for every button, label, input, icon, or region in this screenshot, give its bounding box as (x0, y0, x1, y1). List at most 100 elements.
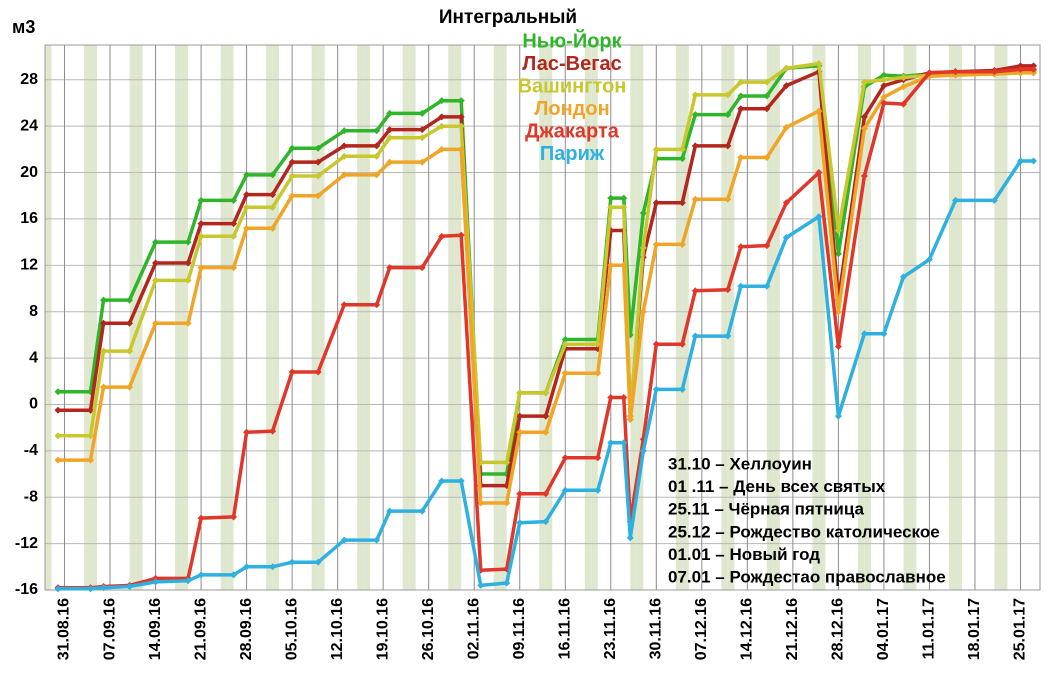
data-point (288, 172, 296, 180)
weekend-stripe (175, 45, 182, 590)
data-point (340, 536, 348, 544)
data-point (652, 145, 660, 153)
data-point (386, 109, 394, 117)
data-point (373, 171, 381, 179)
data-point (152, 276, 160, 284)
data-point (54, 432, 62, 440)
data-point (990, 196, 998, 204)
x-tick-label: 07.12.16 (693, 598, 710, 660)
weekend-stripe (84, 45, 91, 590)
data-point (54, 585, 62, 593)
data-point (126, 383, 134, 391)
data-point (457, 231, 465, 239)
annotation: 01 .11 – День всех святых (668, 477, 886, 496)
weekend-stripe (493, 45, 501, 590)
y-tick-label: 28 (20, 71, 38, 88)
data-point (815, 169, 823, 177)
data-point (951, 68, 959, 76)
data-point (1029, 157, 1037, 165)
data-point (724, 286, 732, 294)
legend-entry: Нью-Йорк (522, 28, 622, 52)
data-point (724, 142, 732, 150)
data-point (418, 158, 426, 166)
data-point (860, 172, 868, 180)
data-point (230, 264, 238, 272)
data-point (639, 209, 647, 217)
annotation: 01.01 – Новый год (668, 545, 820, 564)
data-point (438, 97, 446, 105)
weekend-stripe (721, 45, 728, 590)
data-point (561, 340, 569, 348)
data-point (152, 259, 160, 267)
weekend-stripe (773, 45, 780, 590)
data-point (269, 171, 277, 179)
x-tick-label: 21.12.16 (784, 598, 801, 660)
data-point (925, 256, 933, 264)
data-point (230, 513, 238, 521)
data-point (880, 93, 888, 101)
data-point (737, 92, 745, 100)
data-point (230, 220, 238, 228)
data-point (724, 91, 732, 99)
data-point (678, 240, 686, 248)
data-point (652, 385, 660, 393)
data-point (860, 124, 868, 132)
weekend-stripe (545, 45, 553, 590)
data-point (542, 412, 550, 420)
x-tick-label: 02.11.16 (465, 598, 482, 660)
data-point (834, 227, 842, 235)
y-tick-label: 0 (29, 396, 38, 413)
x-tick-label: 28.12.16 (830, 598, 847, 660)
data-point (100, 347, 108, 355)
data-point (230, 571, 238, 579)
data-point (737, 105, 745, 113)
data-point (652, 340, 660, 348)
data-point (782, 123, 790, 131)
x-tick-label: 30.11.16 (648, 598, 665, 660)
data-point (152, 319, 160, 327)
data-point (386, 264, 394, 272)
data-point (691, 111, 699, 119)
data-point (815, 60, 823, 68)
data-point (197, 196, 205, 204)
data-point (724, 332, 732, 340)
data-point (54, 406, 62, 414)
data-point (184, 238, 192, 246)
data-point (542, 518, 550, 526)
data-point (763, 153, 771, 161)
weekend-stripe (318, 45, 325, 590)
legend-entry: Вашингтон (518, 75, 627, 97)
data-point (288, 558, 296, 566)
data-point (340, 127, 348, 135)
data-point (418, 134, 426, 142)
data-point (561, 369, 569, 377)
data-point (880, 82, 888, 90)
data-point (340, 171, 348, 179)
data-point (100, 296, 108, 304)
data-point (561, 486, 569, 494)
data-point (516, 412, 524, 420)
data-point (243, 203, 251, 211)
data-point (516, 428, 524, 436)
x-tick-label: 14.12.16 (739, 598, 756, 660)
data-point (899, 73, 907, 81)
weekend-stripe (812, 45, 819, 590)
data-point (880, 99, 888, 107)
data-point (899, 273, 907, 281)
data-point (763, 282, 771, 290)
x-tick-label: 14.09.16 (147, 598, 164, 660)
y-axis-label: м3 (12, 17, 35, 37)
data-point (126, 319, 134, 327)
data-point (503, 458, 511, 466)
data-point (386, 158, 394, 166)
data-point (457, 145, 465, 153)
data-point (288, 144, 296, 152)
data-point (197, 514, 205, 522)
data-point (373, 536, 381, 544)
weekend-stripe (363, 45, 371, 590)
data-point (990, 68, 998, 76)
data-point (87, 585, 95, 593)
weekend-stripe (402, 45, 410, 590)
data-point (243, 191, 251, 199)
